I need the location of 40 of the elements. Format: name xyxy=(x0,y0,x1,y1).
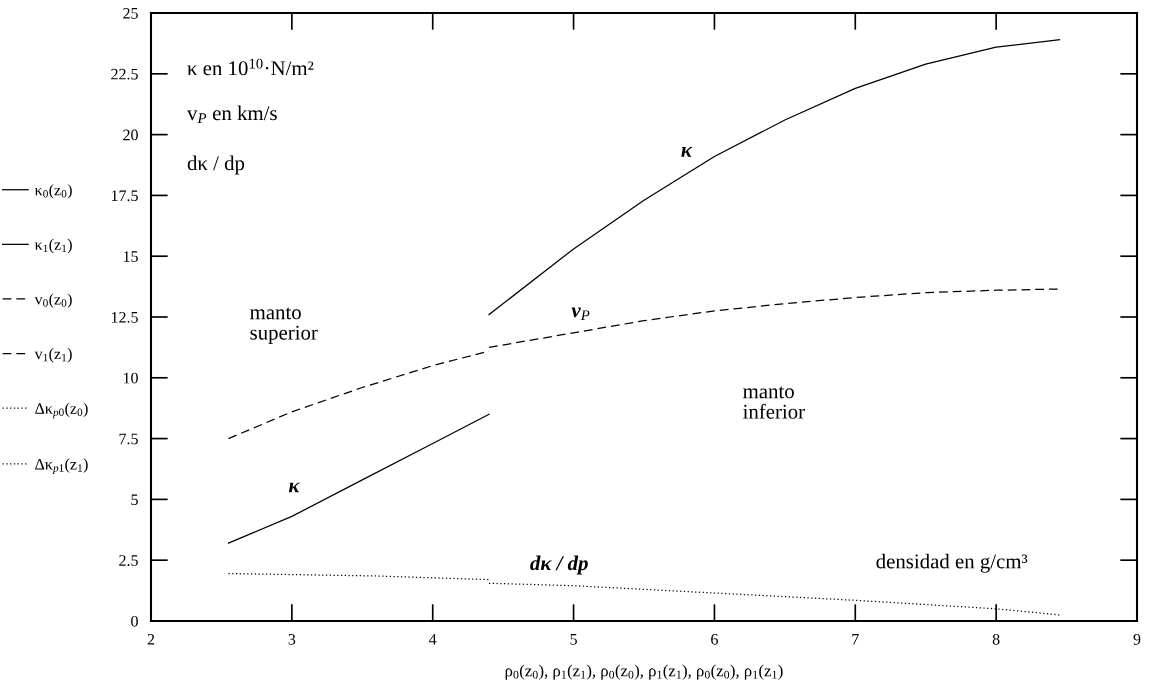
x-tick-label: 2 xyxy=(147,633,155,645)
annotation: dκ / dp xyxy=(187,155,245,175)
y-tick-label: 22.5 xyxy=(111,68,138,80)
line-series xyxy=(227,413,490,544)
legend-label: Δκ$_{p0}$(z$_{0}$) xyxy=(35,402,88,419)
annotation: κ en 10$^{10}$·N/m² xyxy=(187,58,314,76)
x-tick-label: 5 xyxy=(570,634,577,645)
y-tick-label: 2.5 xyxy=(119,555,138,566)
annotation: v$_{P}$ xyxy=(571,307,590,320)
line-series xyxy=(488,288,1061,349)
annotation: v$_{P}$ en km/s xyxy=(186,105,277,123)
y-tick-label: 17.5 xyxy=(111,190,138,202)
y-tick-label: 5 xyxy=(131,494,138,506)
x-tick-label: 3 xyxy=(288,633,296,645)
x-tick-label: 9 xyxy=(1133,633,1141,645)
y-tick-label: 20 xyxy=(123,129,138,141)
x-tick-label: 4 xyxy=(429,634,437,645)
x-tick-label: 6 xyxy=(711,633,718,645)
annotation: densidad en g/cm³ xyxy=(876,553,1028,573)
x-tick-label: 8 xyxy=(992,633,1000,645)
y-tick-label: 7.5 xyxy=(119,433,138,445)
x-tick-label: 7 xyxy=(852,634,859,645)
legend-label: κ$_{0}$(z$_{0}$) xyxy=(34,184,72,199)
legend-label: v$_{0}$(z$_{0}$) xyxy=(34,293,72,308)
y-tick-label: 12.5 xyxy=(111,311,138,323)
y-tick-label: 0 xyxy=(131,615,138,627)
y-tick-label: 15 xyxy=(123,251,138,262)
y-tick-label: 25 xyxy=(123,7,138,19)
line-series xyxy=(227,350,490,440)
annotation: manto inferior xyxy=(743,386,805,419)
text: ρ$_{0}$(z$_{0}$), ρ$_{1}$(z$_{1}$), ρ$_{0}$(z$_{0}$), ρ$_{1}$(z$_{1}$), ρ$_{0}$(z$_{0}$), ρ$_{1}$(z$_{1}$) xyxy=(505,664,783,680)
annotation: κ xyxy=(681,147,693,157)
legend-label: Δκ$_{p1}$(z$_{1}$) xyxy=(35,458,88,475)
legend-label: v$_{1}$(z$_{1}$) xyxy=(34,348,72,363)
line-series xyxy=(488,582,1061,616)
annotation: manto superior xyxy=(250,307,318,344)
annotation: dκ / dp xyxy=(530,555,588,575)
annotation: κ xyxy=(288,482,300,493)
y-tick-label: 10 xyxy=(123,372,138,384)
legend-label: κ$_{1}$(z$_{1}$) xyxy=(34,238,72,254)
